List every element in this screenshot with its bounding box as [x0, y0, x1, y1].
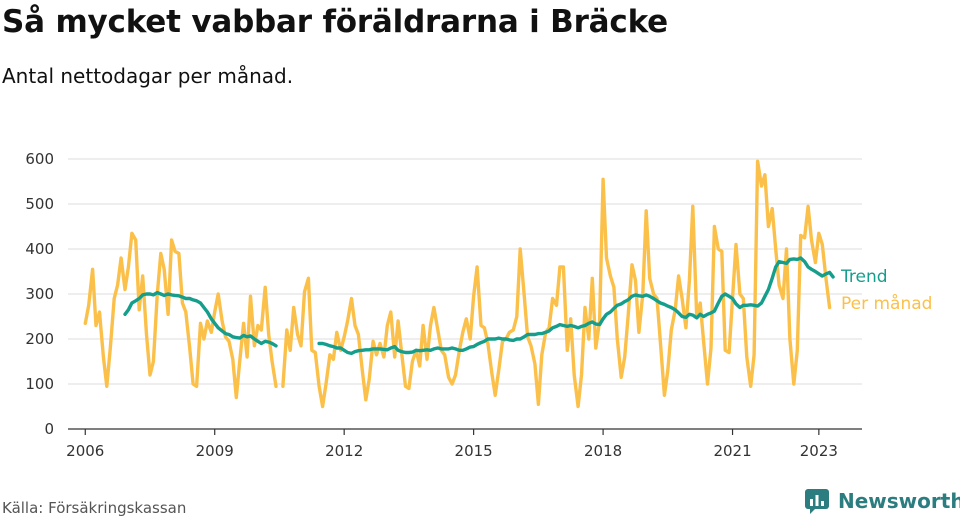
x-tick-label: 2009: [196, 442, 234, 460]
series-label: Trend: [840, 267, 888, 287]
series-line-per-manad: [83, 231, 278, 400]
x-tick-label: 2023: [800, 442, 838, 460]
series-line-trend: [123, 290, 278, 348]
x-tick-label: 2018: [584, 442, 622, 460]
source-note: Källa: Försäkringskassan: [2, 499, 187, 517]
x-tick-label: 2015: [455, 442, 493, 460]
series-line-per-manad: [281, 159, 832, 409]
y-tick-label: 500: [25, 195, 54, 213]
brand-logo: Newsworthy: [804, 488, 960, 514]
x-tick-label: 2006: [66, 442, 104, 460]
y-tick-label: 200: [25, 330, 54, 348]
series-label: Per månad: [841, 293, 932, 314]
chart-subtitle: Antal nettodagar per månad.: [2, 64, 294, 88]
newsworthy-logo-icon: [805, 489, 829, 514]
chart-title: Så mycket vabbar föräldrarna i Bräcke: [2, 4, 668, 40]
brand-name: Newsworthy: [838, 489, 960, 513]
series-line-trend: [317, 256, 835, 356]
y-tick-label: 100: [25, 375, 54, 393]
x-tick-label: 2012: [325, 442, 363, 460]
y-tick-label: 400: [25, 240, 54, 258]
y-tick-label: 0: [44, 420, 54, 438]
y-tick-label: 600: [25, 150, 54, 168]
x-tick-label: 2021: [713, 442, 751, 460]
y-tick-label: 300: [25, 285, 54, 303]
